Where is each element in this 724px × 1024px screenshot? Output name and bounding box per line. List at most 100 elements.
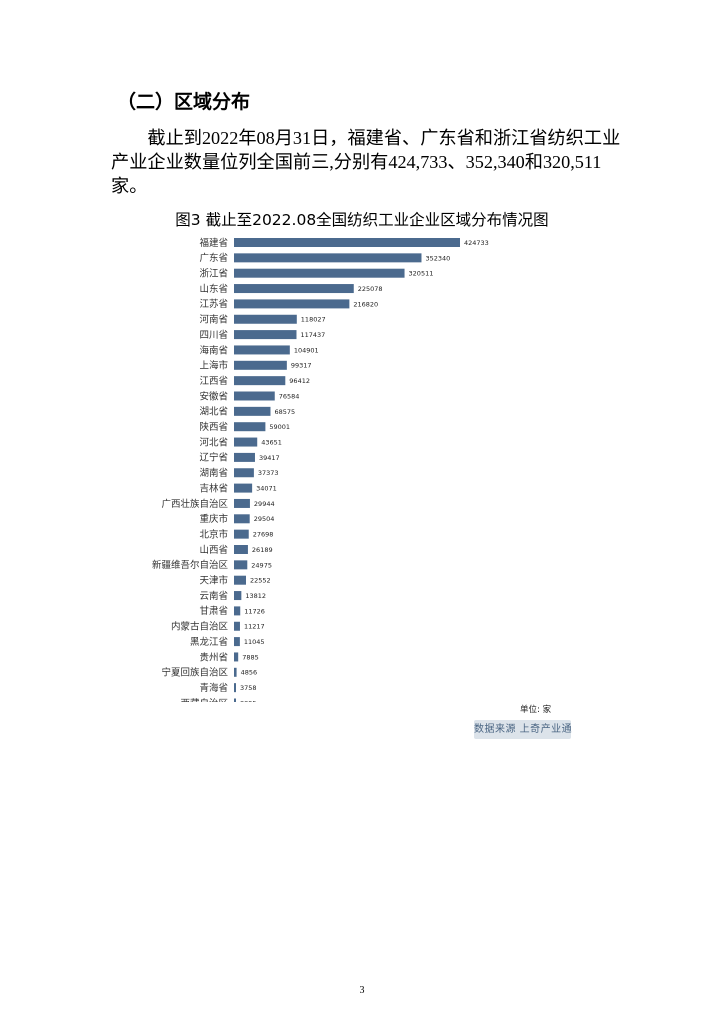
bar	[234, 498, 250, 508]
category-label: 云南省	[199, 590, 228, 602]
bar	[234, 529, 249, 539]
value-label: 424733	[464, 239, 489, 247]
bar	[234, 468, 254, 478]
bar	[234, 667, 237, 677]
category-label: 河南省	[199, 314, 228, 326]
value-label: 96412	[289, 377, 310, 385]
category-label: 安徽省	[199, 390, 228, 402]
category-label: 江西省	[199, 375, 228, 387]
unit-label: 单位: 家	[520, 705, 552, 715]
value-label: 68575	[274, 408, 295, 416]
bar	[234, 560, 248, 570]
value-label: 76584	[279, 392, 300, 400]
value-label: 11045	[244, 638, 265, 646]
category-label: 广东省	[199, 252, 228, 264]
bar	[234, 330, 297, 340]
bar	[234, 314, 297, 324]
category-label: 内蒙古自治区	[171, 621, 229, 633]
bar	[234, 238, 460, 247]
category-label: 宁夏回族自治区	[161, 667, 228, 679]
bar	[234, 591, 242, 601]
category-label: 天津市	[199, 575, 228, 587]
category-label: 黑龙江省	[190, 636, 228, 648]
category-label: 贵州省	[199, 651, 228, 663]
value-label: 320511	[409, 270, 434, 278]
chart-title: 图3 截止至2022.08全国纺织工业企业区域分布情况图	[175, 211, 549, 229]
category-label: 四川省	[199, 329, 228, 341]
bar	[234, 698, 236, 702]
bar	[234, 514, 250, 524]
bar	[234, 253, 422, 263]
value-label: 27698	[253, 531, 274, 539]
bar	[234, 606, 241, 616]
category-label: 广西壮族自治区	[161, 498, 228, 510]
value-label: 3758	[240, 684, 257, 692]
value-label: 59001	[269, 423, 290, 431]
bar	[234, 483, 253, 493]
data-source-badge: 数据来源 上奇产业通	[474, 720, 572, 739]
category-label: 甘肃省	[199, 605, 228, 617]
section-heading: （二）区域分布	[117, 91, 251, 113]
category-label: 新疆维吾尔自治区	[152, 559, 229, 571]
value-label: 352340	[425, 254, 450, 262]
value-label: 39417	[259, 454, 280, 462]
bar	[234, 406, 271, 416]
bar	[234, 545, 248, 554]
region-bar-chart: 福建省 424733 广东省 352340 浙江省 320511 山东省 225078 江苏省 2…	[152, 237, 489, 702]
bar	[234, 345, 290, 355]
category-label: 海南省	[199, 344, 228, 356]
bar	[234, 284, 354, 294]
page-number: 3	[359, 985, 365, 996]
category-label: 吉林省	[199, 482, 228, 494]
value-label: 22552	[250, 577, 271, 585]
value-label: 29944	[254, 500, 275, 508]
value-label: 4856	[241, 669, 258, 677]
section-paragraph: 截止到2022年08月31日，福建省、广东省和浙江省纺织工业产业企业数量位列全国…	[111, 128, 621, 196]
category-label: 北京市	[199, 528, 228, 540]
value-label: 24975	[251, 561, 272, 569]
category-label: 陕西省	[199, 421, 228, 433]
value-label: 99317	[291, 362, 312, 370]
value-label: 225078	[358, 285, 383, 293]
category-label: 江苏省	[199, 298, 228, 310]
value-label: 7885	[242, 653, 259, 661]
category-label: 浙江省	[199, 268, 228, 280]
value-label: 216820	[353, 300, 378, 308]
category-label: 西藏自治区	[180, 697, 228, 702]
category-label: 山东省	[199, 283, 228, 295]
category-label: 辽宁省	[199, 452, 228, 464]
value-label: 117437	[300, 331, 325, 339]
category-label: 福建省	[199, 237, 228, 249]
category-label: 山西省	[199, 544, 228, 556]
bar	[234, 299, 350, 309]
bar	[234, 376, 286, 386]
value-label: 118027	[301, 316, 326, 324]
value-label: 37373	[258, 469, 279, 477]
value-label: 11726	[244, 607, 265, 615]
bar	[234, 422, 266, 432]
category-label: 重庆市	[199, 513, 228, 525]
bar	[234, 452, 255, 462]
bar	[234, 637, 240, 647]
value-label: 13812	[245, 592, 266, 600]
category-label: 湖北省	[199, 406, 228, 418]
bar	[234, 268, 405, 278]
value-label: 104901	[294, 346, 319, 354]
value-label: 26189	[252, 546, 273, 554]
value-label: 3395	[240, 699, 257, 702]
bar	[234, 621, 240, 631]
value-label: 29504	[254, 515, 275, 523]
category-label: 湖南省	[199, 467, 228, 479]
category-label: 河北省	[199, 436, 228, 448]
category-label: 上海市	[199, 360, 228, 372]
bar	[234, 683, 236, 693]
bar	[234, 437, 258, 447]
bar	[234, 391, 275, 401]
category-label: 青海省	[199, 682, 228, 694]
value-label: 43651	[261, 438, 282, 446]
bar	[234, 575, 246, 585]
value-label: 11217	[244, 623, 265, 631]
value-label: 34071	[256, 485, 277, 493]
bar	[234, 652, 239, 662]
bar	[234, 360, 287, 370]
